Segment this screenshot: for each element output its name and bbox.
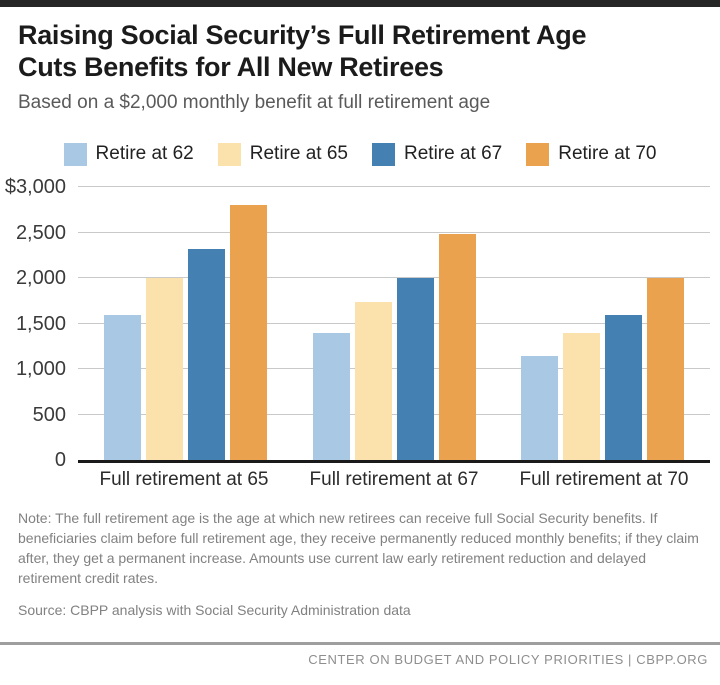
y-tick-label: 2,500 xyxy=(15,221,66,244)
page-title: Raising Social Security’s Full Retiremen… xyxy=(18,20,702,83)
legend-swatch xyxy=(372,142,395,166)
legend-item-retire-at-62: Retire at 62 xyxy=(63,142,194,166)
title-line-2: Cuts Benefits for All New Retirees xyxy=(18,51,444,82)
bar-group-full-retirement-at-70 xyxy=(521,278,684,461)
bar-group-full-retirement-at-67 xyxy=(312,234,476,461)
legend: Retire at 62 Retire at 65 Retire at 67 Reti… xyxy=(0,141,720,167)
gridline-3000 xyxy=(78,186,710,188)
gridline-1000 xyxy=(78,368,710,370)
source-text: Source: CBPP analysis with Social Securi… xyxy=(18,601,411,618)
legend-label: Retire at 62 xyxy=(95,143,194,165)
title-line-1: Raising Social Security’s Full Retiremen… xyxy=(18,20,587,50)
chart-subtitle: Based on a $2,000 monthly benefit at ful… xyxy=(18,92,491,114)
y-tick-label: 1,500 xyxy=(15,312,66,335)
y-tick-label: 500 xyxy=(32,403,66,426)
x-axis-label: Full retirement at 65 xyxy=(99,469,269,491)
y-tick-label: 0 xyxy=(54,449,66,472)
bar-retire-at-65 xyxy=(563,332,600,461)
bar-retire-at-70 xyxy=(647,278,684,461)
gridline-2500 xyxy=(78,231,710,233)
legend-swatch xyxy=(217,142,241,166)
legend-label: Retire at 67 xyxy=(404,143,503,165)
gridline-1500 xyxy=(78,322,710,324)
bar-retire-at-65 xyxy=(146,278,183,461)
bar-retire-at-70 xyxy=(438,234,476,461)
bar-retire-at-70 xyxy=(230,205,267,461)
bar-group-full-retirement-at-65 xyxy=(104,205,267,461)
legend-item-retire-at-65: Retire at 65 xyxy=(217,142,348,166)
legend-label: Retire at 70 xyxy=(558,143,657,165)
y-tick-label: 1,000 xyxy=(15,358,66,381)
bar-retire-at-67 xyxy=(188,249,225,461)
bar-retire-at-62 xyxy=(312,332,350,461)
legend-item-retire-at-70: Retire at 70 xyxy=(526,142,657,166)
top-accent-bar xyxy=(0,0,720,7)
legend-item-retire-at-67: Retire at 67 xyxy=(372,142,503,166)
bar-retire-at-67 xyxy=(396,278,434,461)
gridline-500 xyxy=(78,413,710,415)
y-tick-label: 2,000 xyxy=(15,267,66,290)
bar-retire-at-62 xyxy=(104,314,141,461)
gridline-2000 xyxy=(78,277,710,279)
x-axis-label: Full retirement at 67 xyxy=(309,469,479,491)
legend-label: Retire at 65 xyxy=(249,143,348,165)
bars-layer xyxy=(78,187,710,461)
legend-swatch xyxy=(526,142,550,166)
bar-retire-at-67 xyxy=(605,314,642,461)
y-tick-label: $3,000 xyxy=(4,176,66,199)
note-text: Note: The full retirement age is the age… xyxy=(18,510,699,586)
legend-swatch xyxy=(63,142,87,166)
bar-retire-at-62 xyxy=(521,356,558,461)
x-axis-label: Full retirement at 70 xyxy=(519,469,689,491)
bar-chart: $3,000 2,500 2,000 1,500 1,000 500 0 xyxy=(5,176,710,471)
bar-retire-at-65 xyxy=(354,302,392,461)
footer-attribution: CENTER ON BUDGET AND POLICY PRIORITIES |… xyxy=(0,642,720,667)
x-axis-labels: Full retirement at 65 Full retirement at … xyxy=(78,469,710,491)
